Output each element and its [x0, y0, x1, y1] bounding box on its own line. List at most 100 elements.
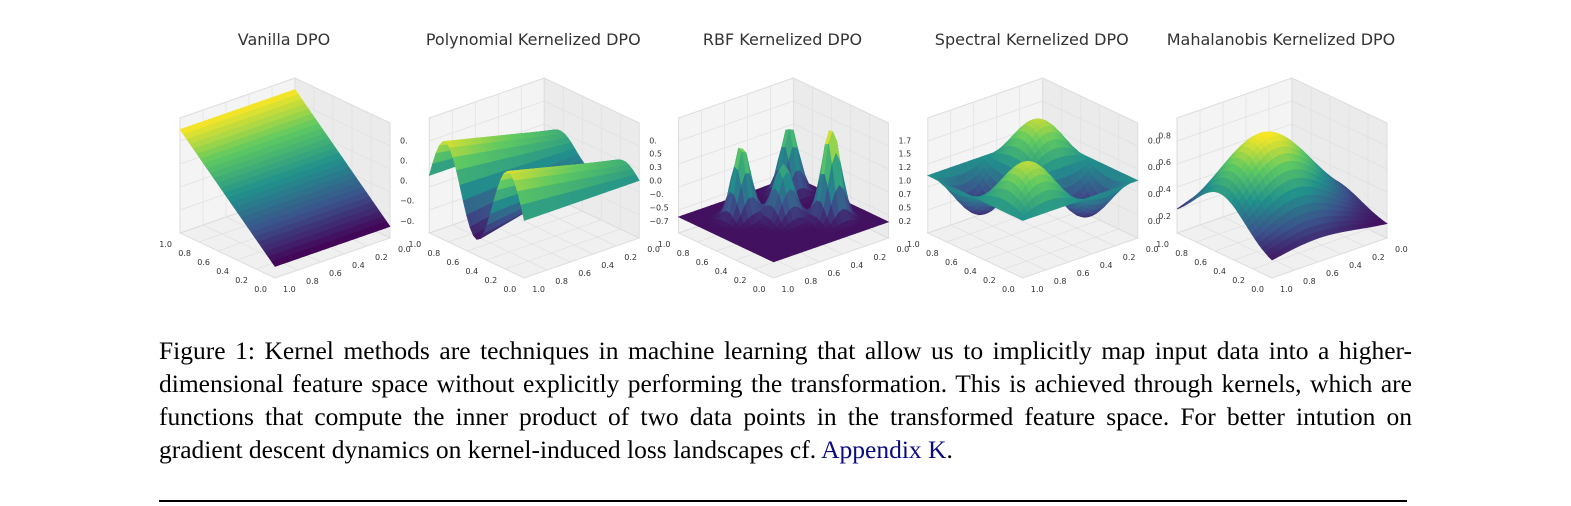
pane-grid: [1291, 100, 1388, 147]
pane-grid: [984, 219, 1100, 261]
x-tick-label: 0.4: [964, 267, 977, 276]
z-tick-label: 1.5: [899, 150, 912, 159]
y-tick-label: 0.8: [306, 277, 319, 286]
z-tick-label: 0.: [400, 177, 408, 186]
z-tick-label: −0.5: [649, 203, 668, 212]
z-tick-label: 0.8: [1158, 131, 1171, 140]
z-tick-label: 0.0: [1148, 190, 1161, 199]
panel-title: RBF Kernelized DPO: [703, 30, 862, 49]
pane-grid: [965, 210, 1081, 252]
pane-grid: [950, 224, 1046, 271]
pane-grid: [927, 100, 1043, 142]
z-tick-label: 0.6: [1158, 158, 1171, 167]
y-tick-label: 1.0: [1280, 285, 1293, 294]
x-tick-label: 0.6: [197, 258, 210, 267]
pane-grid: [1252, 228, 1369, 270]
y-tick-label: 1.0: [283, 285, 296, 294]
z-tick-label: 0.: [400, 136, 408, 145]
pane-grid: [1176, 100, 1293, 142]
x-tick-label: 0.8: [428, 249, 441, 258]
y-tick-label: 0.8: [805, 277, 818, 286]
pane-grid: [1291, 146, 1388, 193]
z-tick-label: 1.0: [899, 177, 912, 186]
x-tick-label: 0.6: [945, 258, 958, 267]
z-tick-label: 0.5: [899, 203, 912, 212]
surface-cell: [271, 259, 280, 267]
surface-cell: [520, 203, 529, 221]
x-tick-label: 0.2: [734, 276, 747, 285]
x-tick-label: 0.8: [926, 249, 939, 258]
z-tick-label: 0.5: [649, 150, 662, 159]
z-tick-label: 0.: [400, 156, 408, 165]
z-tick-label: −0.: [400, 217, 414, 226]
x-tick-label: 1.0: [658, 240, 671, 249]
caption-text: Kernel methods are techniques in machine…: [159, 336, 1412, 464]
y-tick-label: 0.4: [1100, 261, 1113, 270]
z-tick-label: 1.2: [899, 163, 912, 172]
z-tick-label: 0.7: [899, 190, 912, 199]
x-tick-label: 0.0: [753, 285, 766, 294]
x-tick-label: 0.8: [178, 249, 191, 258]
z-tick-label: 0.2: [1158, 212, 1171, 221]
y-tick-label: 0.2: [1372, 253, 1385, 262]
z-tick-label: 0.0: [1148, 136, 1161, 145]
x-tick-label: 0.0: [1251, 285, 1264, 294]
caption-end: .: [946, 435, 953, 464]
caption: Figure 1: Kernel methods are techniques …: [159, 334, 1412, 466]
y-tick-label: 0.4: [601, 261, 614, 270]
y-tick-label: 0.0: [647, 245, 660, 254]
y-tick-label: 0.8: [555, 277, 568, 286]
surface-cell: [1018, 215, 1028, 221]
pane-grid: [505, 228, 621, 270]
pane-grid: [1042, 100, 1138, 147]
y-tick-label: 0.4: [851, 261, 864, 270]
footnote-rule: [159, 500, 1407, 502]
pane-grid: [1003, 228, 1119, 270]
x-tick-label: 0.8: [677, 249, 690, 258]
x-tick-label: 0.2: [235, 276, 248, 285]
z-tick-label: 0.0: [1148, 163, 1161, 172]
y-tick-label: 1.0: [532, 285, 545, 294]
z-tick-label: −0.: [400, 197, 414, 206]
x-tick-label: 1.0: [1156, 240, 1169, 249]
y-tick-label: 0.2: [874, 253, 887, 262]
y-tick-label: 1.0: [1031, 285, 1044, 294]
surface-cell: [1268, 253, 1277, 261]
x-tick-label: 0.4: [466, 267, 479, 276]
y-tick-label: 0.0: [897, 245, 910, 254]
panel-title: Spectral Kernelized DPO: [935, 30, 1129, 49]
z-tick-label: 0.0: [649, 177, 662, 186]
z-tick-label: 0.4: [1158, 185, 1171, 194]
panel-title: Polynomial Kernelized DPO: [426, 30, 641, 49]
x-tick-label: 1.0: [907, 240, 920, 249]
z-tick-label: 0.0: [1148, 217, 1161, 226]
y-tick-label: 0.0: [1146, 245, 1159, 254]
y-tick-label: 0.8: [1054, 277, 1067, 286]
pane-grid: [1199, 224, 1296, 271]
y-tick-label: 0.6: [1326, 269, 1339, 278]
pane-grid: [452, 224, 548, 271]
z-tick-label: 0.2: [899, 217, 912, 226]
x-tick-label: 0.8: [1175, 249, 1188, 258]
z-tick-label: 0.: [649, 136, 657, 145]
appendix-link[interactable]: Appendix K: [821, 435, 947, 464]
x-tick-label: 0.6: [447, 258, 460, 267]
surface-cell: [769, 258, 779, 263]
pane-grid: [294, 100, 391, 147]
pane-grid: [1291, 123, 1388, 170]
caption-label: Figure 1:: [159, 336, 255, 365]
panel-title: Mahalanobis Kernelized DPO: [1167, 30, 1396, 49]
y-tick-label: 0.6: [329, 269, 342, 278]
z-tick-label: 0.3: [649, 163, 662, 172]
y-tick-label: 0.2: [624, 253, 637, 262]
x-tick-label: 0.2: [983, 276, 996, 285]
x-tick-label: 0.0: [254, 285, 267, 294]
x-tick-label: 0.4: [216, 267, 229, 276]
x-tick-label: 0.2: [485, 276, 498, 285]
pane-grid: [429, 100, 545, 142]
y-tick-label: 0.8: [1303, 277, 1316, 286]
pane-grid: [996, 208, 1092, 255]
x-tick-label: 0.0: [1002, 285, 1015, 294]
